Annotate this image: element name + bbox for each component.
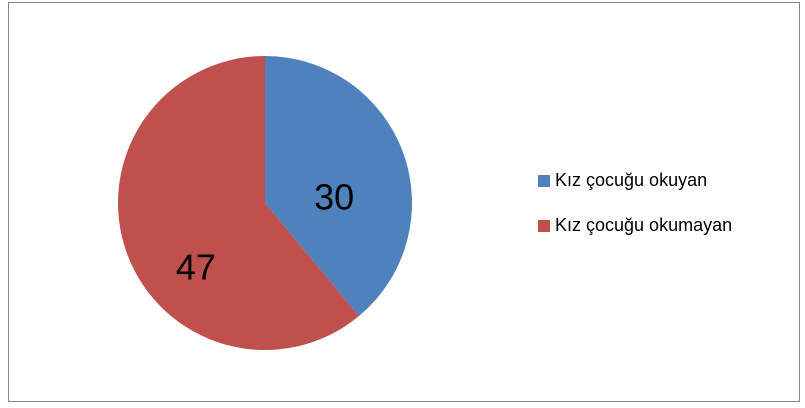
legend-label: Kız çocuğu okuyan: [555, 170, 707, 190]
legend-swatch: [538, 175, 550, 187]
data-label: 47: [176, 246, 216, 287]
pie-slice: [117, 56, 359, 350]
legend-label: Kız çocuğu okumayan: [555, 215, 732, 235]
data-label: 30: [314, 177, 354, 218]
legend-swatch: [538, 220, 550, 232]
pie-slice: [265, 56, 412, 317]
